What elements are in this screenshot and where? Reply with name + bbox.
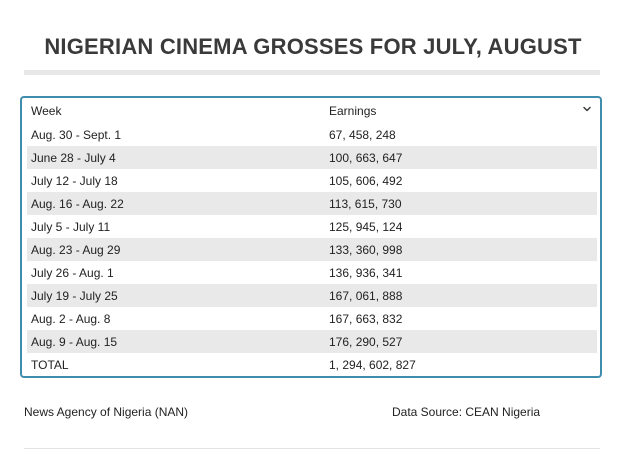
earnings-cell: 136, 936, 341: [329, 266, 403, 280]
week-cell: Aug. 16 - Aug. 22: [31, 197, 124, 211]
column-header-earnings[interactable]: Earnings: [329, 104, 377, 118]
table-row: Aug. 2 - Aug. 8 167, 663, 832: [27, 307, 597, 330]
table-row: July 26 - Aug. 1 136, 936, 341: [27, 261, 597, 284]
title-underline: [24, 70, 600, 75]
page-title: NIGERIAN CINEMA GROSSES FOR JULY, AUGUST: [44, 34, 582, 59]
table-row: Aug. 9 - Aug. 15 176, 290, 527: [27, 330, 597, 353]
week-cell: Aug. 30 - Sept. 1: [31, 128, 122, 142]
week-cell: July 26 - Aug. 1: [31, 266, 114, 280]
table-row: Aug. 23 - Aug 29 133, 360, 998: [27, 238, 597, 261]
week-cell: Aug. 23 - Aug 29: [31, 243, 121, 257]
week-cell: July 12 - July 18: [31, 174, 118, 188]
column-header-week[interactable]: Week: [31, 104, 62, 118]
earnings-cell: 105, 606, 492: [329, 174, 403, 188]
table-total-row: TOTAL 1, 294, 602, 827: [27, 353, 597, 376]
week-cell: July 5 - July 11: [31, 220, 111, 234]
bottom-divider: [24, 448, 600, 449]
table-row: Aug. 30 - Sept. 1 67, 458, 248: [27, 123, 597, 146]
earnings-table: Week Earnings Aug. 30 - Sept. 1 67, 458,…: [20, 96, 602, 378]
table-body: Aug. 30 - Sept. 1 67, 458, 248 June 28 -…: [27, 123, 597, 376]
table-row: July 19 - July 25 167, 061, 888: [27, 284, 597, 307]
earnings-cell: 67, 458, 248: [329, 128, 396, 142]
data-source: Data Source: CEAN Nigeria: [392, 405, 541, 419]
source-credit: News Agency of Nigeria (NAN): [24, 405, 189, 419]
week-cell: July 19 - July 25: [31, 289, 118, 303]
table-row: June 28 - July 4 100, 663, 647: [27, 146, 597, 169]
total-label: TOTAL: [31, 358, 69, 372]
table-header-row: Week Earnings: [27, 101, 597, 121]
earnings-cell: 113, 615, 730: [329, 197, 402, 211]
total-value: 1, 294, 602, 827: [329, 358, 416, 372]
table-row: Aug. 16 - Aug. 22 113, 615, 730: [27, 192, 597, 215]
earnings-cell: 167, 663, 832: [329, 312, 403, 326]
table-row: July 12 - July 18 105, 606, 492: [27, 169, 597, 192]
week-cell: Aug. 2 - Aug. 8: [31, 312, 111, 326]
earnings-cell: 100, 663, 647: [329, 151, 403, 165]
chevron-down-icon[interactable]: [581, 103, 593, 115]
earnings-cell: 125, 945, 124: [329, 220, 403, 234]
earnings-cell: 133, 360, 998: [329, 243, 403, 257]
earnings-cell: 176, 290, 527: [329, 335, 403, 349]
week-cell: Aug. 9 - Aug. 15: [31, 335, 118, 349]
table-row: July 5 - July 11 125, 945, 124: [27, 215, 597, 238]
earnings-cell: 167, 061, 888: [329, 289, 403, 303]
week-cell: June 28 - July 4: [31, 151, 116, 165]
